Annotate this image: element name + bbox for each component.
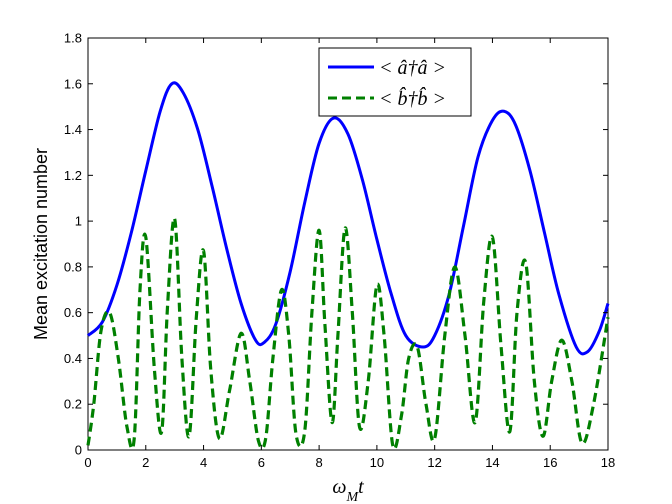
x-tick-label: 8	[315, 455, 322, 470]
x-tick-label: 18	[601, 455, 615, 470]
y-tick-label: 1	[75, 214, 82, 229]
x-tick-label: 6	[258, 455, 265, 470]
y-tick-label: 1.6	[64, 76, 82, 91]
series-layer	[86, 81, 610, 451]
x-tick-label: 14	[485, 455, 499, 470]
x-tick-label: 12	[427, 455, 441, 470]
x-label-t: t	[358, 476, 364, 498]
legend-label-b: < b̂†b̂ >	[379, 86, 446, 110]
y-tick-label: 1.8	[64, 31, 82, 46]
y-tick-label: 1.4	[64, 122, 82, 137]
y-axis-label: Mean excitation number	[31, 148, 51, 340]
x-label-subscript: M	[345, 490, 359, 504]
x-tick-label: 10	[370, 455, 384, 470]
y-tick-label: 0.6	[64, 305, 82, 320]
y-tick-label: 0	[75, 443, 82, 458]
legend-box	[318, 47, 472, 117]
y-tick-label: 1.2	[64, 168, 82, 183]
y-tick-label: 0.4	[64, 351, 82, 366]
x-axis-label: ωMt	[332, 476, 364, 504]
x-tick-label: 4	[200, 455, 207, 470]
y-tick-label: 0.2	[64, 397, 82, 412]
x-tick-label: 2	[142, 455, 149, 470]
tick-labels-layer: 0 2 4 6 8 10 12 14 16 18 0 0.2 0.4 0.6 0.8 1 1.2 1.4 1.6 1.…	[64, 31, 615, 471]
series-line-a-dagger-a	[86, 81, 610, 356]
legend-label-a: < â†â >	[379, 57, 446, 79]
x-tick-label: 16	[543, 455, 557, 470]
y-tick-label: 0.8	[64, 259, 82, 274]
x-label-omega: ω	[332, 476, 346, 498]
ticks-layer	[87, 37, 609, 451]
legend: < â†â > < b̂†b̂ >	[318, 47, 472, 117]
x-tick-label: 0	[84, 455, 91, 470]
series-line-b-dagger-b	[86, 216, 610, 451]
